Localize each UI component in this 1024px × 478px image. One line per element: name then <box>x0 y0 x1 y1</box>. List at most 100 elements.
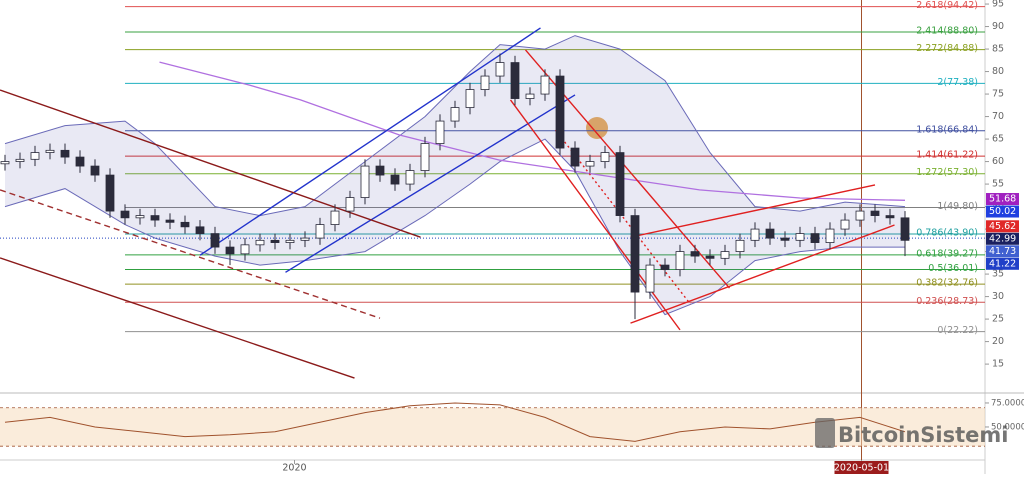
candle-body <box>300 237 310 241</box>
trendline <box>0 189 381 319</box>
candle-body <box>450 107 460 122</box>
candle-body <box>705 255 715 259</box>
candle-body <box>360 165 370 198</box>
candle-body <box>180 221 190 228</box>
candle-body <box>645 264 655 293</box>
candle-body <box>570 147 580 167</box>
candle-body <box>435 120 445 144</box>
rsi-tick-label: 50.0000 <box>991 422 1024 432</box>
candle-body <box>720 251 730 259</box>
fib-label: 2.272(84.88) <box>916 43 978 54</box>
candle-body <box>630 215 640 293</box>
fib-label: 0.618(39.27) <box>916 248 978 259</box>
fib-label: 0.382(32.76) <box>916 278 978 289</box>
candle-body <box>690 251 700 257</box>
highlight-marker <box>586 117 608 139</box>
candle-body <box>405 170 415 185</box>
price-label: 41.22 <box>989 258 1016 269</box>
candle-body <box>195 226 205 234</box>
y-tick-label: 20 <box>992 336 1004 347</box>
candle-body <box>225 246 235 255</box>
x-tick-label: 2020 <box>282 463 306 474</box>
candle-body <box>810 233 820 243</box>
candle-body <box>15 158 25 162</box>
candle-body <box>270 239 280 243</box>
candle-body <box>765 228 775 239</box>
candle-body <box>870 210 880 216</box>
candle-body <box>735 239 745 252</box>
fib-label: 0.5(36.01) <box>928 263 978 274</box>
price-label: 50.02 <box>989 206 1016 217</box>
fib-label: 2.414(88.80) <box>916 25 978 36</box>
candle-body <box>660 264 670 270</box>
fib-label: 0.786(43.90) <box>916 228 978 239</box>
y-tick-label: 80 <box>992 66 1004 77</box>
fib-label: 1.618(66.84) <box>916 124 978 135</box>
candle-body <box>780 237 790 241</box>
x-tick-label-bg <box>834 461 889 474</box>
price-label-box <box>986 193 1019 206</box>
y-tick-label: 30 <box>992 291 1004 302</box>
candle-body <box>255 239 265 246</box>
y-tick-label: 75 <box>992 89 1004 100</box>
fib-label: 2(77.38) <box>937 77 978 88</box>
price-label: 42.99 <box>989 233 1016 244</box>
candle-body <box>30 152 40 160</box>
y-tick-label: 95 <box>992 0 1004 10</box>
candle-body <box>585 161 595 167</box>
y-tick-label: 25 <box>992 314 1004 325</box>
trendline <box>630 224 895 324</box>
trendline <box>199 27 541 256</box>
price-label-box <box>986 245 1019 258</box>
candle-body <box>345 197 355 212</box>
trendline <box>630 184 876 238</box>
candle-body <box>510 62 520 99</box>
candle-body <box>900 217 910 241</box>
y-tick-label: 55 <box>992 179 1004 190</box>
band-upper <box>4 35 906 217</box>
y-tick-label: 70 <box>992 111 1004 122</box>
candle-body <box>540 75 550 95</box>
fib-label: 0.236(28.73) <box>916 296 978 307</box>
x-tick-label: 2020-05-01 <box>834 463 889 474</box>
candle-body <box>495 62 505 77</box>
fib-label: 1(49.80) <box>937 201 978 212</box>
candle-body <box>795 233 805 241</box>
candle-body <box>675 251 685 270</box>
price-label-box <box>986 232 1019 245</box>
candle-body <box>330 210 340 225</box>
trendline <box>285 94 576 273</box>
candle-body <box>390 174 400 185</box>
price-label-box <box>986 257 1019 270</box>
candle-body <box>465 89 475 108</box>
candle-body <box>165 219 175 223</box>
price-label: 41.73 <box>989 246 1016 257</box>
price-label-box <box>986 220 1019 233</box>
candle-body <box>45 149 55 153</box>
fib-label: 2.618(94.42) <box>916 0 978 11</box>
candle-body <box>375 165 385 176</box>
price-label: 51.68 <box>989 194 1016 205</box>
candle-body <box>615 152 625 216</box>
moving-average <box>159 61 906 201</box>
fib-label: 1.414(61.22) <box>916 150 978 161</box>
trendline <box>0 257 355 379</box>
y-tick-label: 60 <box>992 156 1004 167</box>
candle-body <box>750 228 760 241</box>
rsi-tick-label: 75.0000 <box>991 398 1024 408</box>
watermark: BitcoinSistemi <box>815 418 1008 448</box>
candle-body <box>885 215 895 219</box>
y-tick-label: 15 <box>992 359 1004 370</box>
candle-body <box>0 161 10 165</box>
fib-label: 0(22.22) <box>937 325 978 336</box>
fib-label: 1.272(57.30) <box>916 167 978 178</box>
candle-body <box>555 75 565 149</box>
candle-body <box>525 93 535 99</box>
candle-body <box>480 75 490 90</box>
price-label: 45.62 <box>989 221 1016 232</box>
candle-body <box>825 228 835 243</box>
candle-body <box>150 215 160 221</box>
band-lower <box>4 138 905 316</box>
candle-body <box>285 239 295 243</box>
